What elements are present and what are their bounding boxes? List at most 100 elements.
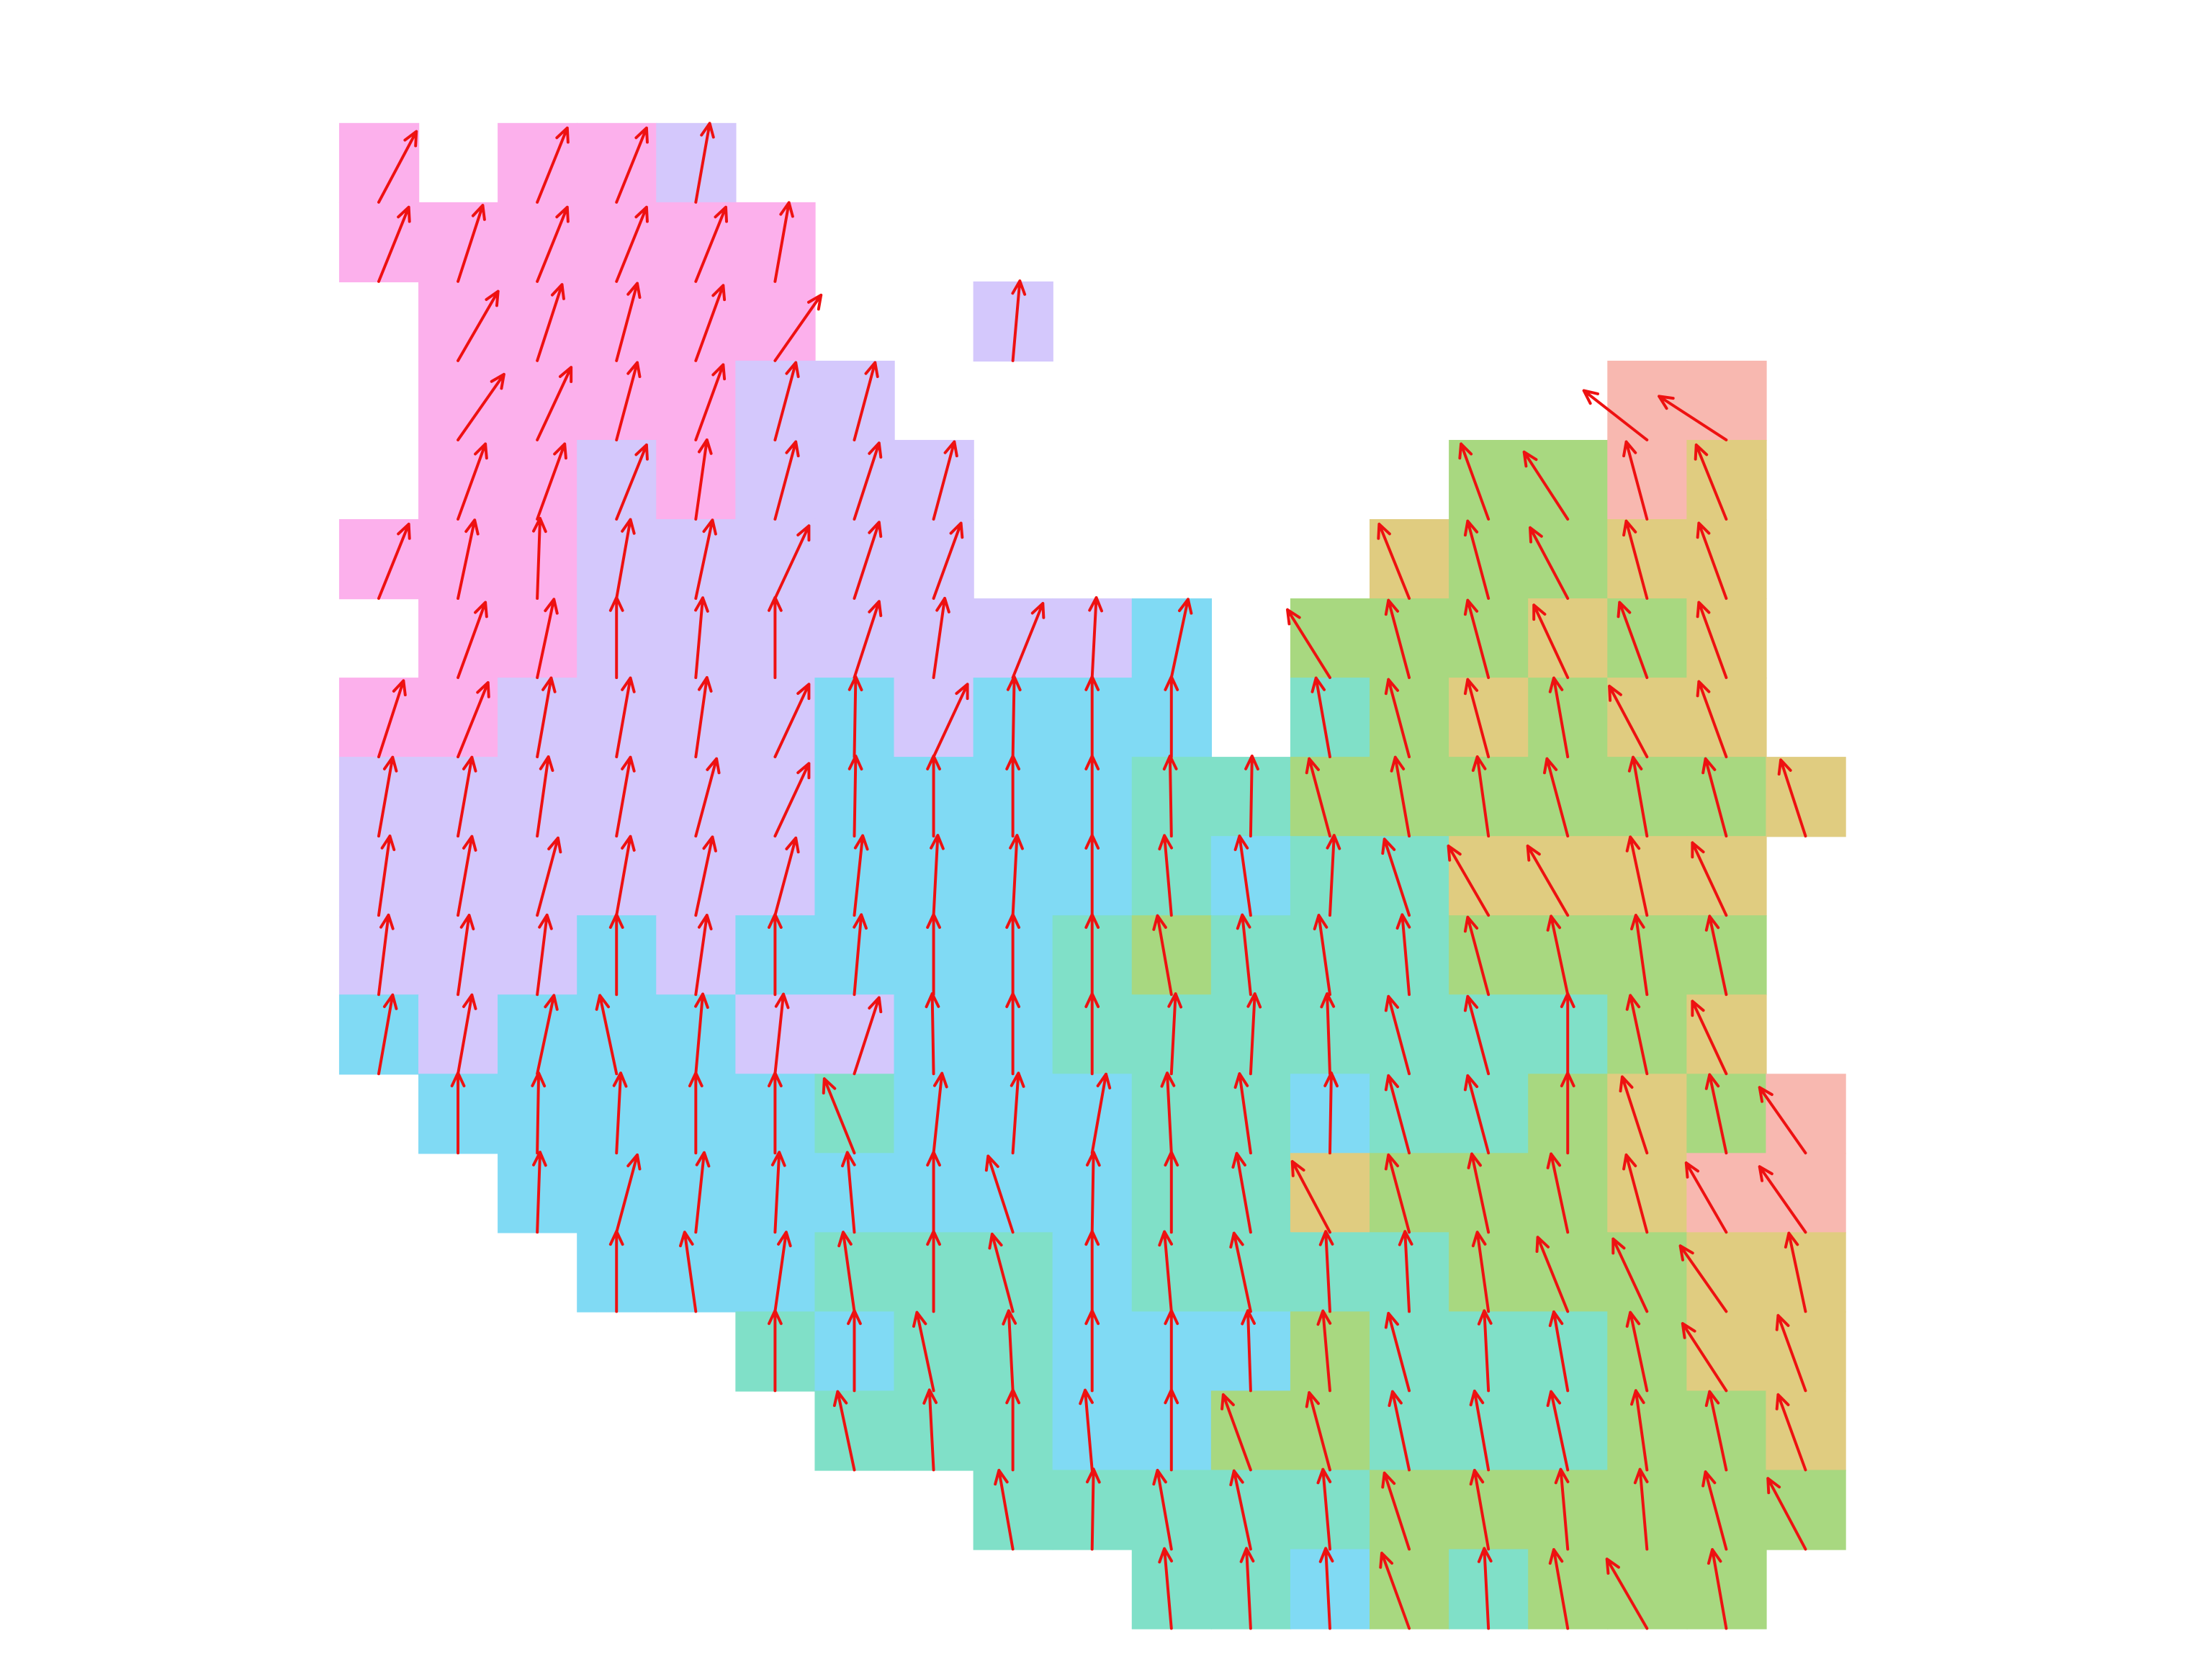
cell xyxy=(1131,598,1213,679)
cell xyxy=(498,836,578,917)
arrow xyxy=(457,835,477,917)
cell xyxy=(1766,1390,1846,1471)
arrow xyxy=(1522,450,1570,521)
cell xyxy=(1210,1232,1292,1313)
arrow xyxy=(853,996,883,1076)
cell xyxy=(656,122,737,204)
arrow xyxy=(1084,912,1100,997)
cell xyxy=(1528,439,1609,521)
cell xyxy=(1686,1153,1767,1233)
cell xyxy=(1607,994,1688,1075)
arrow xyxy=(1467,1152,1491,1234)
arrow xyxy=(536,598,559,680)
arrow xyxy=(1696,601,1728,680)
cell xyxy=(1210,1074,1292,1154)
cell xyxy=(1607,757,1688,837)
arrow xyxy=(926,1230,941,1313)
arrow xyxy=(1398,1230,1413,1313)
arrow xyxy=(853,913,868,997)
arrow xyxy=(536,676,557,759)
arrow xyxy=(679,1231,698,1313)
arrow xyxy=(1384,1311,1411,1393)
arrow xyxy=(615,443,649,521)
arrow xyxy=(1231,1151,1252,1234)
arrow xyxy=(1164,675,1179,759)
arrow xyxy=(1681,1322,1728,1393)
cell-layer xyxy=(338,122,1846,1629)
arrow xyxy=(694,284,727,362)
cell xyxy=(1449,598,1529,679)
cell xyxy=(418,281,499,362)
cell xyxy=(1052,1390,1133,1471)
cell xyxy=(973,1153,1053,1233)
arrow xyxy=(922,1388,938,1472)
cell xyxy=(1290,678,1371,758)
arrow xyxy=(457,289,500,362)
cell xyxy=(1131,1232,1213,1313)
cell xyxy=(1449,836,1529,917)
arrow xyxy=(1684,1161,1728,1234)
cell xyxy=(1370,1390,1450,1471)
arrow xyxy=(1477,1547,1493,1630)
arrow xyxy=(1605,1557,1649,1630)
arrow xyxy=(377,913,395,997)
arrow xyxy=(1619,1075,1649,1155)
arrow xyxy=(694,1151,711,1234)
arrow xyxy=(457,993,477,1076)
arrow xyxy=(994,1468,1015,1551)
arrow xyxy=(768,1309,783,1393)
arrow xyxy=(1535,1236,1570,1313)
arrow xyxy=(1658,395,1728,441)
cell xyxy=(1528,915,1609,996)
arrow xyxy=(532,516,547,601)
arrow xyxy=(1560,1071,1575,1155)
arrow xyxy=(853,600,883,680)
arrow xyxy=(1701,757,1728,838)
arrow xyxy=(457,601,488,680)
cell xyxy=(418,836,499,917)
arrow xyxy=(608,595,624,680)
arrow xyxy=(1164,1151,1179,1234)
arrow xyxy=(457,442,488,521)
arrow xyxy=(773,1231,792,1313)
arrow xyxy=(536,994,559,1076)
cell xyxy=(1607,1549,1688,1629)
arrow xyxy=(615,518,636,601)
cell xyxy=(338,122,420,204)
arrow xyxy=(1532,603,1570,680)
arrow xyxy=(773,361,800,441)
arrow xyxy=(377,205,411,283)
arrow xyxy=(932,683,969,759)
cell xyxy=(1052,1074,1133,1154)
cell xyxy=(1528,757,1609,837)
arrow xyxy=(694,596,709,680)
arrow xyxy=(532,1151,547,1234)
arrow xyxy=(1316,1467,1332,1551)
arrow xyxy=(926,1151,941,1234)
cell xyxy=(1449,1470,1529,1550)
arrow xyxy=(1463,598,1491,680)
arrow xyxy=(1701,1470,1728,1551)
arrow xyxy=(1318,1547,1334,1630)
cell xyxy=(1686,598,1767,679)
cell xyxy=(1370,994,1450,1075)
arrow xyxy=(1010,1071,1025,1155)
arrow xyxy=(1777,758,1807,838)
arrow xyxy=(377,835,396,917)
cell xyxy=(814,598,895,679)
cell xyxy=(973,1232,1053,1313)
arrow xyxy=(377,522,411,601)
cell xyxy=(1607,836,1688,917)
cell xyxy=(1686,1074,1767,1154)
cell xyxy=(1210,1470,1292,1550)
cell xyxy=(418,757,499,837)
cell xyxy=(1210,1390,1292,1471)
arrow xyxy=(1546,914,1570,997)
arrow xyxy=(1236,913,1252,997)
arrow xyxy=(615,361,642,441)
arrow xyxy=(1239,1547,1255,1630)
cell xyxy=(814,1153,895,1233)
arrow xyxy=(688,1071,703,1155)
arrow xyxy=(615,126,649,204)
